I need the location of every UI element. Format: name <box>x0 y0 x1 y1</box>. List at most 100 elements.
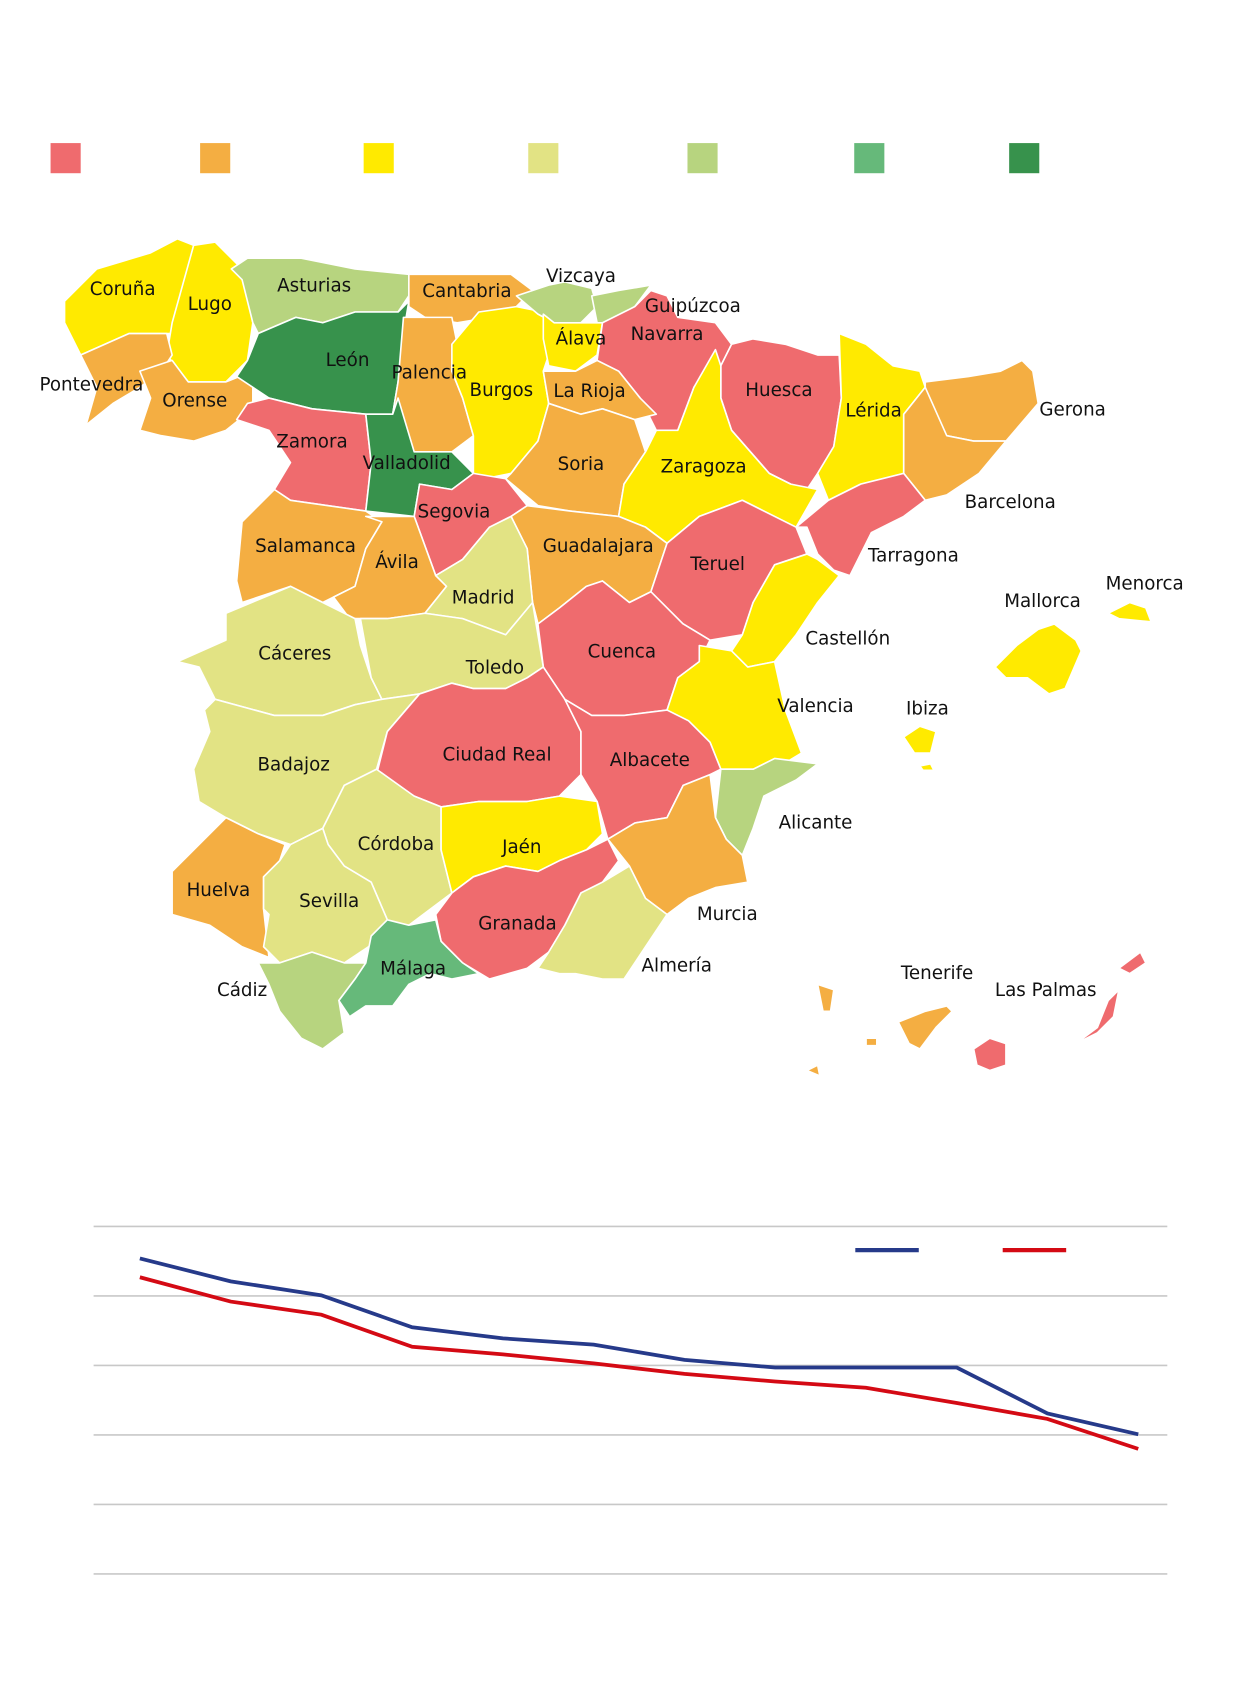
series-line-2 <box>139 1275 1139 1451</box>
line-chart <box>93 1225 1168 1575</box>
province-label: Navarra <box>631 324 704 345</box>
province-label: Vizcaya <box>546 266 616 287</box>
province-label: Valladolid <box>363 453 451 474</box>
province-menorca[interactable] <box>1107 601 1152 623</box>
province-label: Toledo <box>465 657 524 678</box>
series-line-1 <box>139 1256 1139 1437</box>
province-shape[interactable] <box>806 1064 821 1077</box>
province-label: Álava <box>556 327 607 349</box>
province-label: Granada <box>478 914 556 935</box>
province-shape[interactable] <box>972 1037 1007 1072</box>
province-label: Badajoz <box>258 754 330 775</box>
province-labels: Coruña Lugo Pontevedra Orense Asturias Cantab… <box>40 266 1184 1001</box>
province-shape[interactable] <box>795 472 927 577</box>
province-shape[interactable] <box>1107 601 1152 623</box>
legend-swatch <box>1009 143 1040 174</box>
province-label: Madrid <box>452 588 515 609</box>
legend-swatch <box>363 143 394 174</box>
province-label: Gerona <box>1039 399 1105 420</box>
province-label: Menorca <box>1106 574 1184 595</box>
province-label: Alicante <box>779 812 853 833</box>
province-label: Zamora <box>276 432 347 453</box>
province-shape[interactable] <box>730 553 840 668</box>
province-label: Albacete <box>610 750 690 771</box>
legend-swatch <box>854 143 885 174</box>
province-mallorca[interactable] <box>994 623 1083 695</box>
province-label: Sevilla <box>299 891 359 912</box>
province-label: Ávila <box>375 551 419 573</box>
province-madrid[interactable] <box>424 515 539 636</box>
province-label: Barcelona <box>965 492 1056 513</box>
province-castellón[interactable] <box>730 553 840 668</box>
province-label: Cuenca <box>588 641 656 662</box>
province-label: Las Palmas <box>995 980 1097 1001</box>
province-label: Murcia <box>697 904 758 925</box>
province-label: Pontevedra <box>40 375 144 396</box>
province-label: Orense <box>162 391 227 412</box>
province-label: Palencia <box>391 363 467 384</box>
province-label: Málaga <box>380 959 446 980</box>
province-huelva[interactable] <box>171 816 286 959</box>
spain-province-map <box>63 238 1152 1077</box>
province-shape[interactable] <box>714 757 819 857</box>
province-lugo[interactable] <box>165 241 254 383</box>
province-shape[interactable] <box>235 397 372 512</box>
province-label: La Rioja <box>553 381 625 402</box>
province-shape[interactable] <box>897 1005 953 1050</box>
province-shape[interactable] <box>338 919 480 1018</box>
color-legend <box>50 143 1040 174</box>
province-shape[interactable] <box>902 725 937 754</box>
province-shape[interactable] <box>919 763 935 772</box>
province-shape[interactable] <box>994 623 1083 695</box>
province-label: Soria <box>558 454 605 475</box>
province-almería[interactable] <box>537 865 668 980</box>
province-label: Valencia <box>777 696 853 717</box>
province-label: Córdoba <box>358 834 435 855</box>
province-zamora[interactable] <box>235 397 372 512</box>
province-label: Lérida <box>845 400 901 421</box>
province-málaga[interactable] <box>338 919 480 1018</box>
province-shape[interactable] <box>165 241 254 383</box>
province-label: Almería <box>642 955 712 976</box>
province-label: Cáceres <box>258 643 331 664</box>
province-label: Guadalajara <box>543 536 654 557</box>
province-label: León <box>326 350 370 371</box>
province-ibiza[interactable] <box>902 725 937 772</box>
province-shape[interactable] <box>816 983 835 1013</box>
province-label: Cantabria <box>422 281 511 302</box>
province-label: Teruel <box>689 554 745 575</box>
province-label: Guipúzcoa <box>645 296 741 317</box>
province-label: Zaragoza <box>661 456 747 477</box>
province-label: Cádiz <box>217 980 267 1001</box>
legend-swatch <box>687 143 718 174</box>
legend-swatch <box>50 143 81 174</box>
province-label: Ibiza <box>906 698 949 719</box>
province-label: Huelva <box>187 880 251 901</box>
legend-swatch <box>200 143 231 174</box>
province-label: Castellón <box>805 628 890 649</box>
province-alicante[interactable] <box>714 757 819 857</box>
province-label: Coruña <box>90 279 156 300</box>
province-shape[interactable] <box>537 865 668 980</box>
province-las-palmas[interactable] <box>972 951 1147 1072</box>
legend-swatch <box>528 143 559 174</box>
province-label: Tenerife <box>900 963 973 984</box>
province-shape[interactable] <box>1075 988 1120 1045</box>
province-label: Ciudad Real <box>443 745 552 766</box>
province-label: Jaén <box>501 837 541 858</box>
province-shape[interactable] <box>171 816 286 959</box>
province-tenerife[interactable] <box>806 983 953 1077</box>
province-label: Burgos <box>470 380 534 401</box>
province-shape[interactable] <box>865 1037 878 1047</box>
province-shape[interactable] <box>424 515 539 636</box>
province-tarragona[interactable] <box>795 472 927 577</box>
province-label: Mallorca <box>1004 591 1081 612</box>
province-label: Lugo <box>188 294 232 315</box>
province-label: Huesca <box>745 380 812 401</box>
province-label: Segovia <box>418 501 491 522</box>
province-label: Tarragona <box>867 546 959 567</box>
province-label: Salamanca <box>255 536 356 557</box>
province-label: Asturias <box>277 276 351 297</box>
province-shape[interactable] <box>1118 951 1147 975</box>
